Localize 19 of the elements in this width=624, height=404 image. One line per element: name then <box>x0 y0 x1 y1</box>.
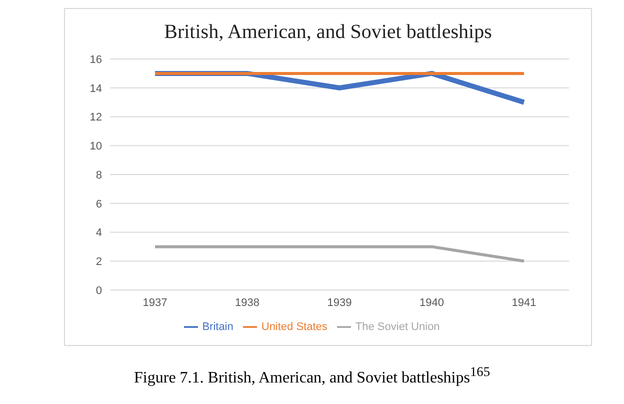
x-tick-label: 1940 <box>420 296 444 309</box>
x-tick-label: 1939 <box>327 296 352 309</box>
caption: Figure 7.1. British, American, and Soviet battleships$^{165}$ <box>133 364 491 388</box>
y-tick-label: 8 <box>96 169 102 182</box>
y-tick-label: 0 <box>96 284 102 297</box>
y-tick-label: 14 <box>90 82 102 95</box>
x-tick-label: 1941 <box>512 296 536 309</box>
y-tick-label: 16 <box>90 54 102 66</box>
chart-title: British, American, and Soviet battleships <box>163 21 493 45</box>
y-tick-label: 10 <box>90 140 102 153</box>
legend-label: Britain <box>202 320 234 333</box>
y-tick-label: 4 <box>96 227 102 240</box>
y-tick-label: 12 <box>90 112 102 124</box>
y-tick-label: 2 <box>96 256 102 268</box>
x-tick-label: 1937 <box>142 296 168 309</box>
y-tick-label: 6 <box>96 198 102 210</box>
legend-label: United States <box>261 320 328 333</box>
legend-label: The Soviet Union <box>355 320 440 333</box>
x-tick-label: 1938 <box>235 296 260 309</box>
